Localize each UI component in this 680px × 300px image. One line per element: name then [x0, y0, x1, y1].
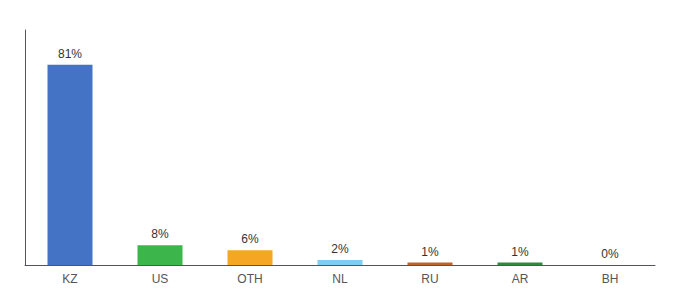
svg-text:1%: 1% [421, 245, 439, 259]
svg-text:KZ: KZ [62, 272, 77, 286]
svg-text:AR: AR [512, 272, 529, 286]
svg-text:1%: 1% [511, 245, 529, 259]
svg-text:2%: 2% [331, 242, 349, 256]
svg-text:OTH: OTH [237, 272, 262, 286]
svg-text:8%: 8% [151, 227, 169, 241]
svg-text:US: US [152, 272, 169, 286]
svg-text:81%: 81% [58, 47, 82, 61]
svg-text:6%: 6% [241, 232, 259, 246]
svg-text:BH: BH [602, 272, 619, 286]
svg-text:RU: RU [421, 272, 438, 286]
svg-text:NL: NL [332, 272, 348, 286]
svg-text:0%: 0% [601, 247, 619, 261]
